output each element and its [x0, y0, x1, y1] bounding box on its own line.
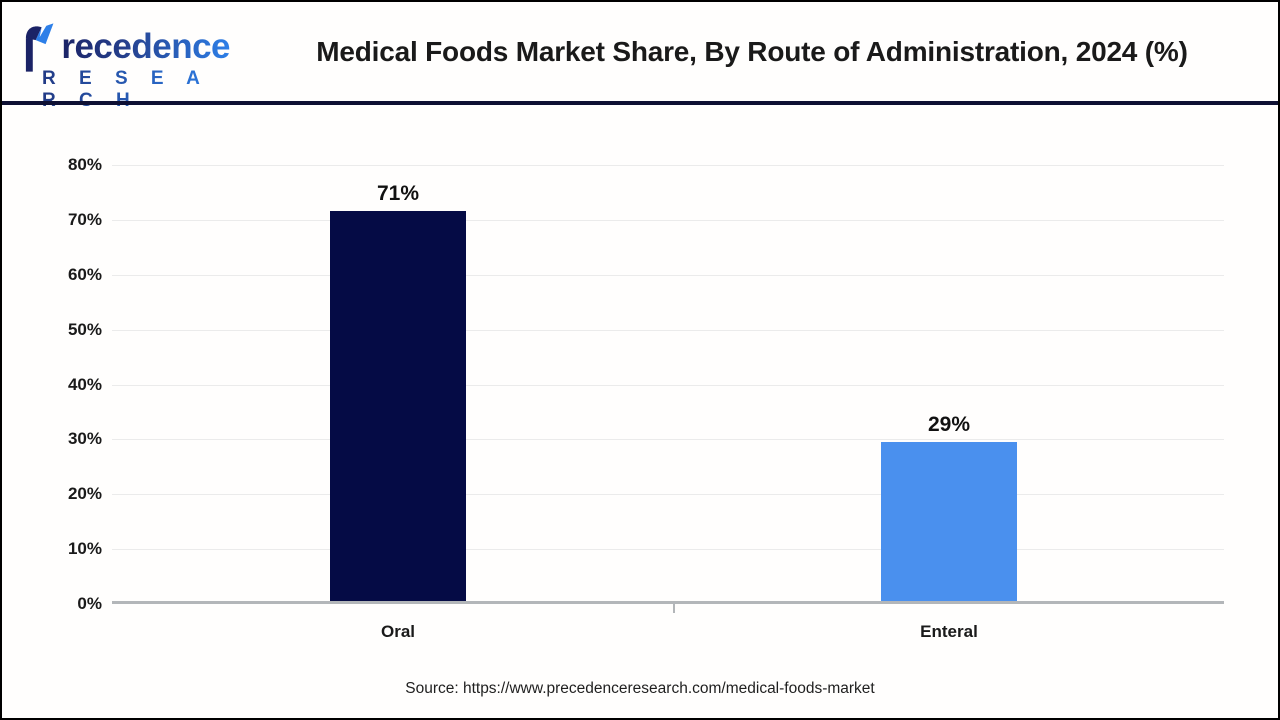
source-text: Source: https://www.precedenceresearch.c…: [405, 680, 875, 697]
ytick-label-70: 70%: [67, 209, 102, 229]
bar-value-oral: 71%: [376, 182, 420, 206]
logo-brand-text: recedence: [61, 22, 230, 72]
gridline-40: [112, 384, 1224, 386]
ytick-label-20: 20%: [67, 484, 102, 504]
chart-title: Medical Foods Market Share, By Route of …: [316, 35, 1188, 67]
ytick-label-30: 30%: [67, 429, 102, 449]
bar-value-enteral: 29%: [927, 412, 971, 436]
ytick-label-0: 0%: [77, 594, 102, 613]
bar-oral: [330, 211, 466, 601]
gridline-10: [112, 549, 1224, 551]
ytick-label-60: 60%: [67, 264, 102, 284]
gridline-50: [112, 329, 1224, 331]
ytick-label-50: 50%: [67, 319, 102, 339]
header: recedence R E S E A R C H Medical Foods …: [2, 2, 1278, 111]
precedence-research-logo: recedence R E S E A R C H: [20, 22, 230, 111]
x-label-enteral: Enteral: [920, 622, 978, 641]
ytick-label-10: 10%: [67, 539, 102, 559]
gridline-80: [112, 165, 1224, 166]
gridline-30: [112, 439, 1224, 441]
precedence-logo-icon: [25, 23, 54, 72]
header-divider: [2, 101, 1278, 105]
x-label-oral: Oral: [380, 622, 416, 641]
gridline-60: [112, 274, 1224, 276]
gridline-70: [112, 219, 1224, 221]
bar-enteral: [881, 441, 1017, 601]
ytick-label-40: 40%: [67, 374, 102, 394]
ytick-label-80: 80%: [67, 155, 102, 174]
logo-sub-text: R E S E A R C H: [42, 68, 230, 112]
x-axis-mid-tick: [673, 604, 675, 613]
gridline-20: [112, 494, 1224, 496]
plot-area: 71% 29%: [112, 165, 1224, 604]
